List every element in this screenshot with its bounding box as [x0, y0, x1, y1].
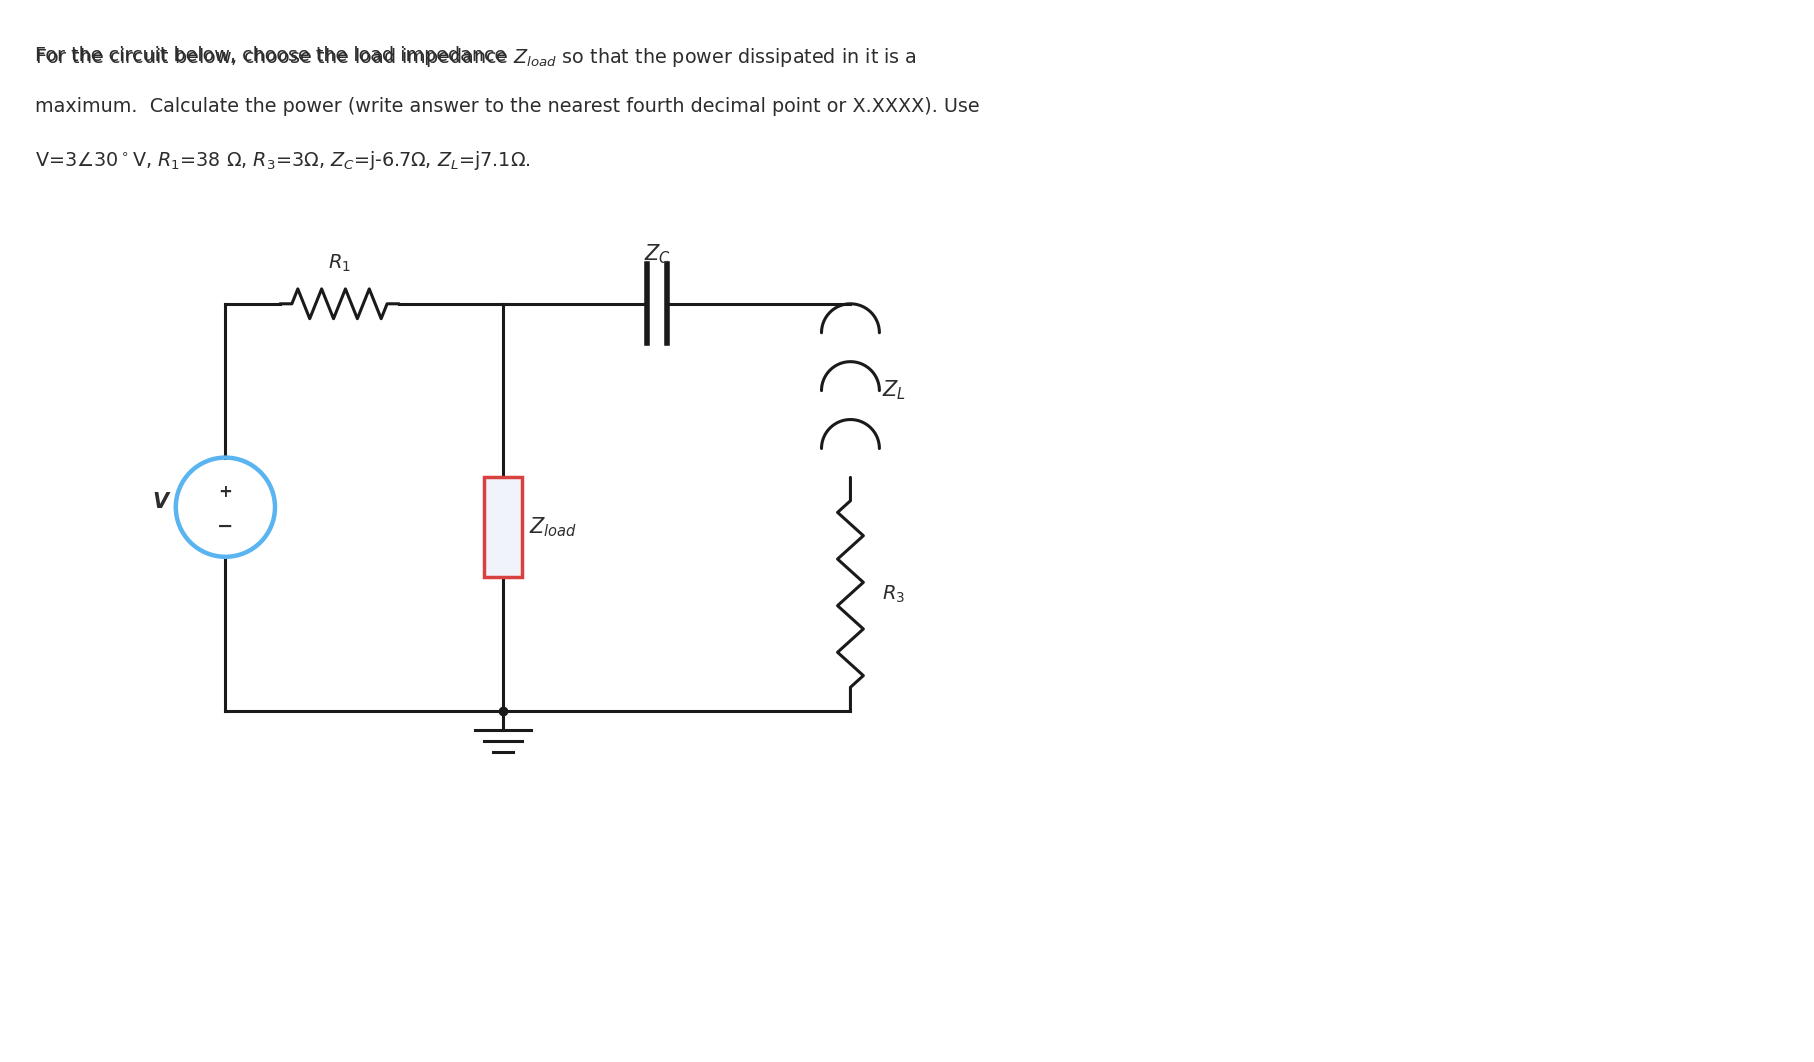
Text: V: V — [152, 492, 169, 512]
Text: $Z_L$: $Z_L$ — [882, 379, 907, 402]
Text: For the circuit below, choose the load impedance: For the circuit below, choose the load i… — [34, 46, 512, 65]
Text: +: + — [218, 483, 232, 501]
Text: $Z_{load}$: $Z_{load}$ — [530, 515, 577, 538]
Text: $R_1$: $R_1$ — [328, 253, 350, 274]
Text: maximum.  Calculate the power (write answer to the nearest fourth decimal point : maximum. Calculate the power (write answ… — [34, 98, 980, 117]
Text: $Z_C$: $Z_C$ — [644, 242, 671, 267]
Text: V=3$\angle$30$^\circ$V, $R_1$=38 $\Omega$, $R_3$=3$\Omega$, $Z_C$=j-6.7$\Omega$,: V=3$\angle$30$^\circ$V, $R_1$=38 $\Omega… — [34, 149, 530, 172]
Text: −: − — [218, 516, 234, 535]
Bar — [484, 478, 522, 577]
Text: For the circuit below, choose the load impedance $Z_{load}$ so that the power di: For the circuit below, choose the load i… — [34, 46, 916, 69]
Text: $R_3$: $R_3$ — [882, 583, 905, 604]
